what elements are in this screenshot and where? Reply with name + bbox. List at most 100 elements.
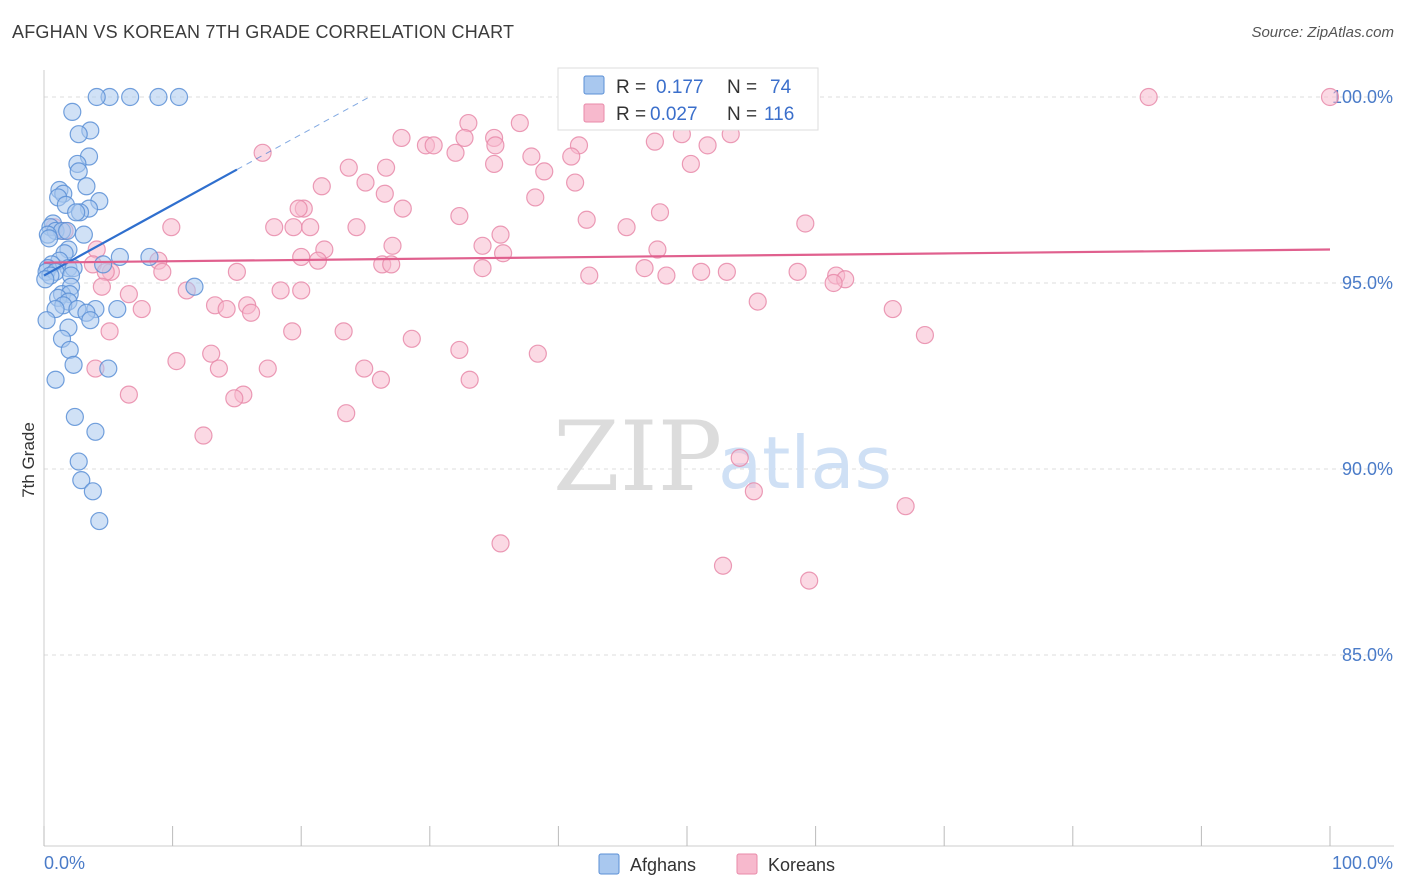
point-koreans-29	[312, 177, 331, 196]
watermark-zip: ZIP	[553, 401, 722, 513]
x-tick-label-0: 0.0%	[44, 853, 85, 873]
point-koreans-90	[402, 329, 421, 348]
bottom-legend-label-koreans: Koreans	[768, 855, 835, 875]
point-koreans-93	[202, 344, 221, 363]
x-ticks	[43, 826, 1331, 846]
legend-afghans-n-value: 74	[770, 77, 792, 98]
point-koreans-95	[209, 359, 228, 378]
point-koreans-41	[284, 218, 303, 237]
point-koreans-33	[289, 199, 308, 218]
y-tick-label-0: 100.0%	[1332, 87, 1393, 107]
series-afghans	[36, 87, 204, 531]
bottom-legend-swatch-koreans	[736, 853, 758, 875]
point-koreans-96	[355, 359, 374, 378]
point-koreans-73	[824, 273, 843, 293]
y-tick-label-2: 90.0%	[1342, 459, 1393, 479]
point-koreans-52	[494, 244, 513, 263]
bottom-legend: Afghans Koreans	[598, 853, 835, 875]
point-afghans-34	[94, 255, 113, 274]
point-koreans-102	[119, 385, 138, 404]
point-koreans-17	[698, 136, 717, 155]
point-koreans-82	[217, 299, 236, 319]
point-koreans-43	[347, 218, 366, 237]
point-koreans-42	[301, 218, 320, 237]
point-koreans-64	[788, 262, 807, 281]
point-koreans-10	[455, 128, 474, 148]
point-koreans-20	[522, 147, 541, 166]
legend-afghans-r-value: 0.177	[656, 77, 704, 98]
point-koreans-4	[1320, 87, 1340, 107]
point-koreans-62	[692, 262, 711, 281]
point-koreans-61	[635, 259, 654, 278]
point-koreans-28	[566, 173, 585, 192]
point-koreans-60	[473, 259, 492, 278]
point-afghans-64	[86, 422, 105, 441]
point-koreans-104	[337, 404, 356, 423]
point-koreans-110	[713, 556, 733, 575]
bottom-legend-swatch-afghans	[598, 853, 620, 875]
point-koreans-37	[650, 203, 670, 222]
point-koreans-36	[577, 210, 596, 229]
point-afghans-3	[149, 87, 168, 107]
point-afghans-26	[74, 225, 93, 244]
point-afghans-55	[37, 311, 56, 330]
point-koreans-26	[535, 162, 554, 181]
point-koreans-103	[225, 389, 244, 408]
point-koreans-109	[491, 534, 510, 553]
point-afghans-68	[90, 511, 109, 531]
point-afghans-5	[63, 102, 82, 121]
point-koreans-84	[132, 299, 151, 319]
point-afghans-63	[65, 407, 84, 427]
point-koreans-39	[796, 214, 815, 233]
bottom-legend-label-afghans: Afghans	[630, 855, 696, 875]
point-koreans-25	[376, 158, 396, 177]
axes	[43, 70, 1394, 847]
point-koreans-53	[648, 240, 667, 259]
point-koreans-50	[473, 236, 492, 255]
point-koreans-9	[392, 128, 411, 148]
top-legend: R = 0.177 N = 74 R = 0.027 N = 116	[557, 67, 819, 131]
point-koreans-92	[528, 344, 547, 363]
point-koreans-74	[92, 277, 111, 296]
point-koreans-100	[460, 370, 479, 389]
point-koreans-21	[562, 147, 581, 166]
point-afghans-11	[77, 177, 96, 196]
series-koreans	[45, 87, 1340, 590]
legend-koreans-r-label: R =	[616, 104, 646, 125]
point-koreans-77	[292, 281, 311, 300]
point-koreans-75	[271, 281, 290, 300]
trendlines	[43, 96, 1331, 277]
point-koreans-91	[450, 340, 469, 360]
point-koreans-69	[657, 266, 676, 285]
y-tick-label-1: 95.0%	[1342, 273, 1393, 293]
x-tick-labels: 0.0% 100.0%	[44, 853, 1393, 873]
legend-koreans-n-label: N =	[727, 104, 757, 125]
point-afghans-4	[169, 87, 189, 107]
point-koreans-22	[485, 154, 504, 174]
point-koreans-108	[896, 497, 915, 516]
y-axis-label: 7th Grade	[19, 422, 38, 498]
point-koreans-40	[265, 218, 284, 237]
point-koreans-3	[1139, 87, 1158, 107]
point-koreans-31	[526, 188, 545, 207]
point-koreans-35	[450, 206, 469, 226]
point-koreans-67	[153, 262, 172, 281]
point-koreans-83	[883, 299, 902, 319]
point-afghans-2	[121, 87, 140, 107]
point-afghans-62	[46, 370, 65, 389]
watermark: ZIP atlas	[553, 401, 892, 513]
point-afghans-53	[108, 299, 127, 319]
point-koreans-48	[383, 236, 402, 255]
point-koreans-105	[194, 426, 213, 445]
point-koreans-23	[681, 154, 700, 174]
y-tick-labels: 100.0% 95.0% 90.0% 85.0%	[1332, 87, 1393, 665]
point-koreans-94	[167, 352, 186, 371]
point-afghans-65	[69, 452, 88, 471]
y-tick-label-3: 85.0%	[1342, 645, 1393, 665]
point-koreans-98	[258, 359, 277, 378]
point-afghans-24	[58, 221, 77, 241]
point-afghans-27	[40, 229, 59, 248]
legend-swatch-afghans	[583, 75, 605, 95]
point-koreans-85	[241, 303, 261, 322]
